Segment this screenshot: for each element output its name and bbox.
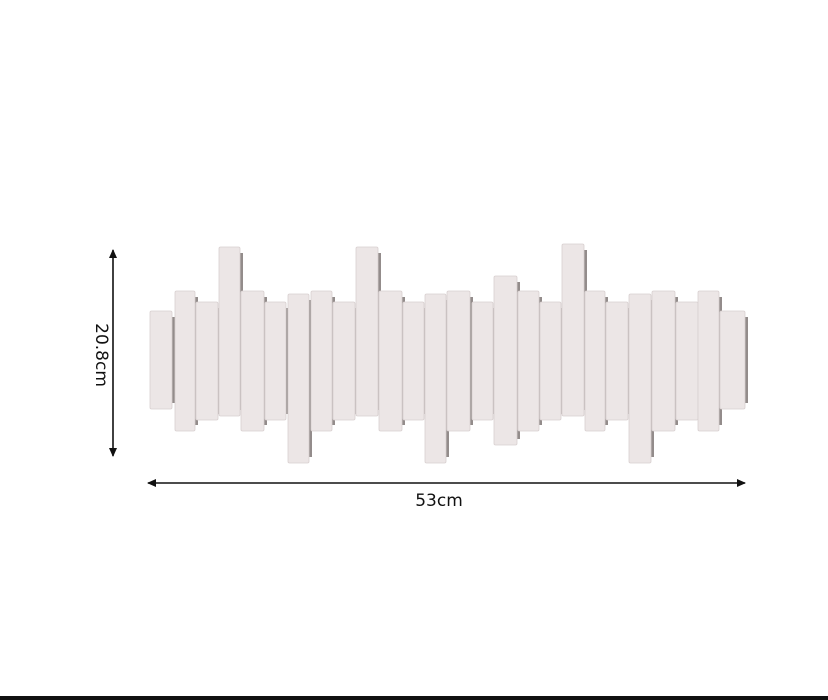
panel-shadow bbox=[286, 308, 289, 414]
rack-panel-6 bbox=[264, 301, 287, 421]
rack-panel-19 bbox=[561, 243, 585, 417]
rack-panel-22 bbox=[628, 293, 652, 464]
rack-panel-1 bbox=[149, 310, 173, 410]
rack-panel-9 bbox=[332, 301, 356, 421]
wall-hook-rack bbox=[149, 243, 748, 464]
rack-panel-21 bbox=[605, 301, 629, 421]
rack-panel-14 bbox=[446, 290, 471, 432]
rack-panel-10 bbox=[355, 246, 379, 417]
panel-shadow bbox=[309, 300, 312, 457]
rack-panel-23 bbox=[651, 290, 676, 432]
rack-panel-20 bbox=[584, 290, 606, 432]
rack-panel-2 bbox=[174, 290, 196, 432]
rack-panel-17 bbox=[517, 290, 540, 432]
rack-panel-12 bbox=[402, 301, 425, 421]
rack-panel-25 bbox=[697, 290, 720, 432]
rack-panel-15 bbox=[471, 301, 494, 421]
rack-panel-11 bbox=[378, 290, 403, 432]
rack-panel-8 bbox=[310, 290, 333, 432]
rack-panel-18 bbox=[539, 301, 562, 421]
panel-shadow bbox=[745, 317, 748, 403]
rack-panel-26 bbox=[719, 310, 746, 410]
rack-panel-4 bbox=[218, 246, 241, 417]
rack-panel-24 bbox=[675, 301, 699, 421]
rack-panel-13 bbox=[424, 293, 447, 464]
width-label: 53cm bbox=[415, 491, 463, 511]
panel-shadow bbox=[172, 317, 175, 403]
bottom-edge bbox=[0, 696, 828, 700]
rack-panel-7 bbox=[287, 293, 310, 464]
height-label: 20.8cm bbox=[91, 323, 111, 387]
rack-panel-5 bbox=[240, 290, 265, 432]
rack-panel-16 bbox=[493, 275, 518, 446]
panel-shadow bbox=[470, 297, 473, 425]
rack-panel-3 bbox=[195, 301, 219, 421]
